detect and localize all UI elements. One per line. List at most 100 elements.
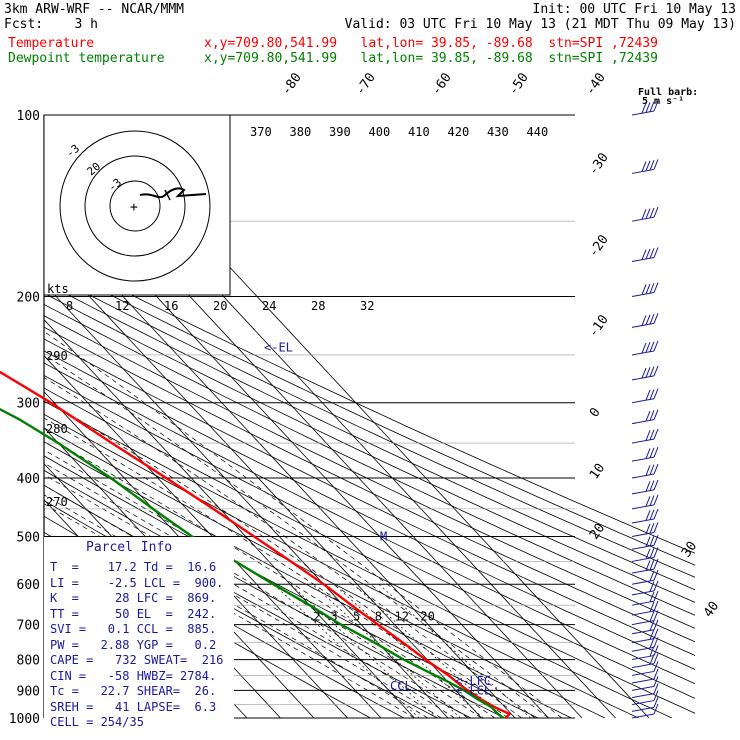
wind-barb — [631, 535, 659, 550]
wind-barb — [631, 570, 659, 585]
hodograph-speed-tick: 32 — [360, 299, 374, 313]
parcel-info-row: T = 17.2 Td = 16.6 — [50, 560, 217, 574]
hodograph-box — [43, 114, 231, 296]
wind-barb — [631, 676, 659, 691]
el-marker: <-EL — [264, 340, 293, 354]
theta-label: 380 — [290, 125, 312, 139]
hodograph-center: + — [130, 200, 138, 215]
wind-barb — [631, 703, 659, 719]
init-time: Init: 00 UTC Fri 10 May 13 — [532, 2, 737, 17]
wind-barb — [631, 313, 659, 328]
isotherm-label: 40 — [701, 599, 722, 620]
mixing-ratio-line — [378, 583, 532, 718]
wind-barb — [631, 591, 659, 606]
wind-barb — [631, 668, 659, 684]
wind-barb — [631, 247, 659, 263]
wind-barb — [631, 206, 659, 222]
parcel-info-row: TT = 50 EL = 242. — [50, 606, 217, 621]
wind-barb — [631, 637, 659, 652]
wind-barb — [631, 628, 659, 644]
isotherm-label: -50 — [506, 70, 532, 98]
mixing-ratio-line — [312, 583, 461, 718]
pressure-label: 900 — [17, 684, 40, 699]
wind-barb — [631, 600, 659, 616]
theta-row-label: 270 — [46, 495, 68, 509]
pressure-label: 600 — [17, 578, 40, 593]
parcel-info-row: SREH = 41 LAPSE= 6.3 — [50, 699, 217, 714]
hodograph-ring — [84, 155, 186, 257]
pressure-label: 1000 — [9, 712, 40, 727]
theta-label: 400 — [369, 125, 391, 139]
isotherm-label: -40 — [583, 70, 609, 98]
theta-label: 430 — [487, 125, 509, 139]
ccl-marker: CCL — [390, 679, 412, 693]
wind-barb — [631, 619, 659, 635]
wind-barb — [631, 494, 659, 510]
pressure-label: 700 — [17, 619, 40, 634]
isotherm-label: 0 — [587, 405, 604, 420]
hodograph-speed-tick: 24 — [262, 299, 276, 313]
isotherm-label: -20 — [586, 232, 612, 260]
temperature-legend: Temperature — [8, 36, 95, 51]
dewpoint-legend: Dewpoint temperature — [8, 51, 165, 66]
mixing-ratio-label: 2 — [313, 610, 320, 624]
level-markers: <-EL M CCL <-LFC<-LCL — [264, 340, 491, 697]
parcel-info-row: CELL = 254/35 — [50, 715, 144, 729]
wind-barb — [631, 580, 659, 596]
wind-barb — [631, 697, 659, 712]
isotherm-label: -80 — [279, 70, 305, 98]
wind-barb — [631, 409, 659, 425]
hodograph-speed-tick: 20 — [213, 299, 227, 313]
isotherm-label: -10 — [586, 312, 612, 340]
wind-barb — [631, 558, 659, 574]
m-marker: M — [380, 529, 387, 543]
hodograph-ring — [59, 130, 211, 282]
wind-barb — [631, 428, 659, 444]
hodograph-speed-tick: 28 — [311, 299, 325, 313]
isotherm-label: -70 — [353, 70, 379, 98]
mixing-ratio-label: 8 — [375, 610, 382, 624]
dewpoint-trace — [0, 407, 505, 719]
hodograph-speed-tick: 8 — [66, 299, 73, 313]
pressure-label: 800 — [17, 654, 40, 669]
isotherm-label: -60 — [429, 70, 455, 98]
temperature-location: x,y=709.80,541.99 lat,lon= 39.85, -89.68… — [204, 36, 658, 51]
wind-barb — [631, 683, 659, 699]
wind-barb — [631, 645, 659, 661]
hodograph-speed-unit: kts — [47, 282, 69, 296]
mixing-ratio-label: 5 — [353, 610, 360, 624]
lcl-marker: <-LCL — [455, 683, 491, 697]
pressure-label: 400 — [17, 472, 40, 487]
sounding-traces — [0, 370, 511, 719]
parcel-info-row: SVI = 0.1 CCL = 885. — [50, 622, 217, 636]
dewpoint-location: x,y=709.80,541.99 lat,lon= 39.85, -89.68… — [204, 51, 658, 66]
full-barb-units: 5 m s⁻¹ — [642, 96, 685, 107]
wind-barb — [631, 610, 659, 626]
pressure-label: 100 — [17, 109, 40, 124]
pressure-label: 200 — [17, 291, 40, 306]
wind-barb — [631, 661, 659, 676]
isotherm-line — [44, 319, 415, 718]
hodograph-speed-tick: 12 — [115, 299, 129, 313]
valid-time: Valid: 03 UTC Fri 10 May 13 (21 MDT Thu … — [344, 17, 736, 32]
hodograph-ring — [109, 180, 161, 232]
temperature-trace — [0, 370, 511, 719]
theta-label: 390 — [329, 125, 351, 139]
isotherm-line — [44, 391, 348, 718]
wind-barb — [631, 547, 659, 562]
wind-barb — [631, 159, 659, 174]
wind-barb — [631, 653, 659, 669]
parcel-info-row: Tc = 22.7 SHEAR= 26. — [50, 684, 217, 698]
theta-label: 440 — [527, 125, 549, 139]
full-barb-label: Full barb: — [638, 87, 699, 98]
mixing-ratio-grid: 2 3 5 8 12 20 — [273, 583, 532, 718]
parcel-info-row: CAPE = 732 SWEAT= 216 — [50, 653, 224, 667]
parcel-info-row: LI = -2.5 LCL = 900. — [50, 575, 224, 590]
parcel-info-row: CIN = -58 HWBZ= 2784. — [50, 668, 217, 683]
wind-barb — [631, 340, 659, 356]
isotherm-line — [44, 355, 382, 718]
moist-adiabat-line — [44, 398, 522, 718]
wind-barb — [631, 446, 659, 462]
wind-barb — [631, 522, 659, 537]
